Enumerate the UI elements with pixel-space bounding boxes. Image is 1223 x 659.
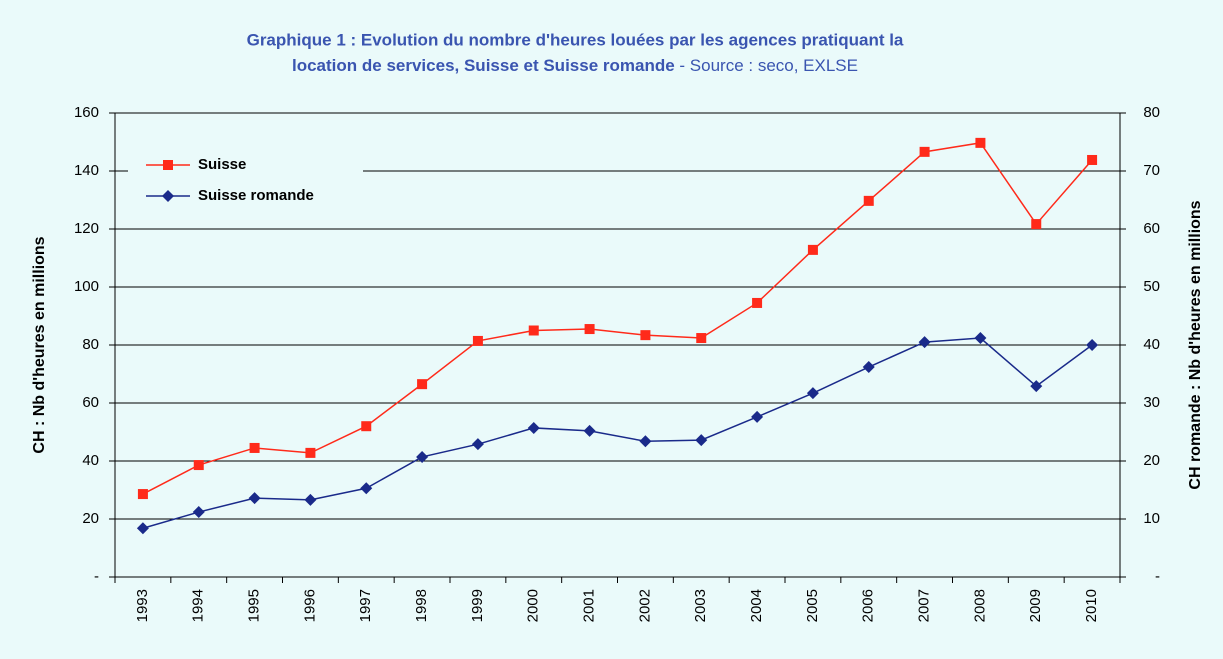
marker: [192, 506, 205, 519]
x-tick-label: 2003: [692, 589, 709, 622]
marker: [472, 335, 483, 346]
y2-tick-label: 10: [1143, 510, 1160, 527]
marker: [584, 324, 595, 335]
marker: [695, 434, 708, 447]
x-tick-label: 2001: [581, 589, 598, 622]
y2-tick-label: 70: [1143, 162, 1160, 179]
x-tick-label: 2009: [1027, 589, 1044, 622]
x-tick-label: 1999: [469, 589, 486, 622]
marker: [163, 160, 173, 170]
x-tick-label: 2006: [860, 589, 877, 622]
chart-title: Graphique 1 : Evolution du nombre d'heur…: [247, 30, 904, 49]
marker: [1031, 219, 1042, 230]
marker: [137, 489, 148, 500]
marker: [162, 190, 174, 202]
marker: [528, 325, 539, 336]
y2-tick-label: 80: [1143, 104, 1160, 121]
marker: [1030, 380, 1043, 393]
legend: [128, 148, 363, 216]
x-tick-label: 2008: [971, 589, 988, 622]
marker: [248, 492, 261, 505]
marker: [136, 522, 149, 535]
x-tick-label: 2005: [804, 589, 821, 622]
marker: [361, 421, 372, 432]
marker: [416, 450, 429, 463]
x-tick-label: 2007: [916, 589, 933, 622]
series-line: [142, 142, 1093, 495]
legend-label: Suisse: [198, 156, 246, 173]
marker: [304, 493, 317, 506]
marker: [417, 379, 428, 390]
marker: [1087, 154, 1098, 165]
y-tick-label: 80: [82, 336, 99, 353]
y2-tick-label: 20: [1143, 452, 1160, 469]
x-tick-label: 1998: [413, 589, 430, 622]
marker: [696, 333, 707, 344]
y-tick-label: 160: [74, 104, 99, 121]
marker: [918, 336, 931, 349]
marker: [806, 387, 819, 400]
marker: [751, 410, 764, 423]
y-tick-label: 60: [82, 394, 99, 411]
y-tick-label: -: [94, 568, 99, 585]
y2-tick-label: 30: [1143, 394, 1160, 411]
marker: [1086, 339, 1099, 351]
marker: [863, 195, 874, 206]
marker: [974, 332, 987, 345]
marker: [527, 421, 540, 434]
x-tick-label: 2004: [748, 589, 765, 622]
x-tick-label: 1994: [190, 589, 207, 622]
marker: [583, 424, 596, 437]
x-tick-label: 2010: [1083, 589, 1100, 622]
marker: [975, 137, 986, 148]
legend-label: Suisse romande: [198, 187, 314, 204]
y-tick-label: 140: [74, 162, 99, 179]
marker: [360, 482, 373, 495]
chart-subtitle: - Source : seco, EXLSE: [675, 56, 858, 75]
y-tick-label: 120: [74, 220, 99, 237]
y-tick-label: 100: [74, 278, 99, 295]
marker: [807, 244, 818, 255]
x-tick-label: 1995: [246, 589, 263, 622]
marker: [919, 146, 930, 157]
marker: [640, 330, 651, 341]
x-tick-label: 1993: [134, 589, 151, 622]
chart-title: location de services, Suisse et Suisse r…: [292, 56, 675, 75]
y-tick-label: 40: [82, 452, 99, 469]
chart-title: location de services, Suisse et Suisse r…: [292, 56, 858, 75]
y2-tick-label: 60: [1143, 220, 1160, 237]
marker: [249, 442, 260, 453]
x-tick-label: 1996: [301, 589, 318, 622]
marker: [305, 447, 316, 458]
series-line: [142, 337, 1093, 530]
y2-axis-label: CH romande : Nb d'heures en millions: [1187, 200, 1204, 489]
x-tick-label: 1997: [357, 589, 374, 622]
marker: [193, 460, 204, 471]
marker: [752, 297, 763, 308]
marker: [471, 438, 484, 451]
marker: [639, 435, 652, 448]
x-tick-label: 2002: [636, 589, 653, 622]
marker: [862, 361, 875, 374]
y-tick-label: 20: [82, 510, 99, 527]
y-axis-label: CH : Nb d'heures en millions: [31, 236, 48, 453]
y2-tick-label: 40: [1143, 336, 1160, 353]
x-tick-label: 2000: [525, 589, 542, 622]
y2-tick-label: -: [1155, 568, 1160, 585]
y2-tick-label: 50: [1143, 278, 1160, 295]
